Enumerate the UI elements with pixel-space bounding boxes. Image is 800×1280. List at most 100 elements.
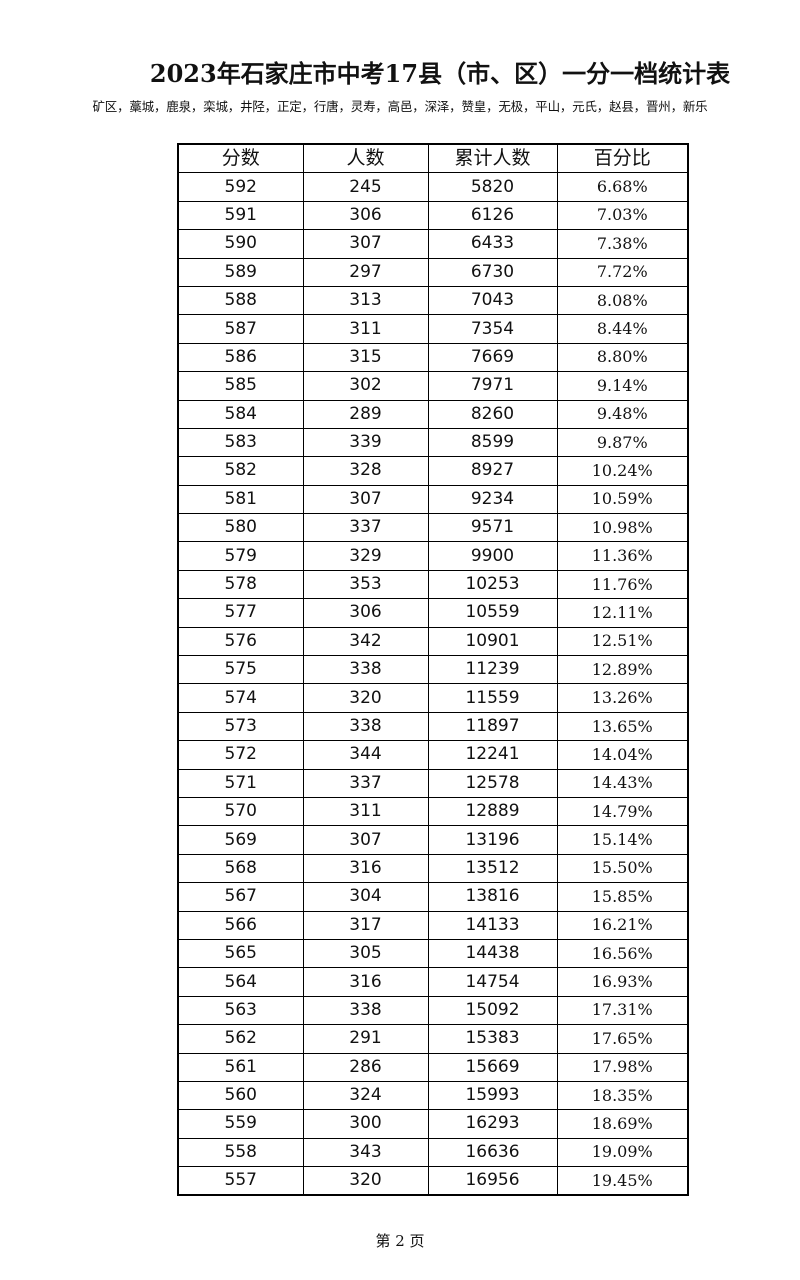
table-cell: 13512 [427, 853, 558, 884]
table-cell: 10253 [427, 569, 558, 600]
table-cell: 574 [177, 683, 304, 713]
table-row: 571 337 12578 14.43% [177, 768, 689, 798]
table-cell: 337 [302, 513, 429, 543]
table-cell: 557 [177, 1166, 304, 1196]
subtitle: 矿区，藁城，鹿泉，栾城，井陉，正定，行唐，灵寿，高邑，深泽，赞皇，无极，平山，元… [92, 99, 708, 114]
table-cell: 568 [177, 853, 304, 884]
table-cell: 305 [302, 938, 429, 969]
table-cell: 9.87% [556, 427, 689, 458]
table-cell: 592 [177, 172, 304, 202]
table-cell: 300 [302, 1109, 429, 1139]
table-cell: 306 [302, 598, 429, 628]
table-row: 572 344 12241 14.04% [177, 740, 689, 770]
table-cell: 15.14% [556, 825, 689, 855]
table-cell: 315 [302, 342, 429, 373]
table-cell: 316 [302, 853, 429, 884]
table-row: 588 313 7043 8.08% [177, 285, 689, 316]
table-cell: 580 [177, 513, 304, 543]
table-cell: 576 [177, 626, 304, 657]
column-header: 分数 [177, 143, 304, 174]
table-cell: 579 [177, 541, 304, 571]
table-cell: 6.68% [556, 172, 689, 202]
table-row: 590 307 6433 7.38% [177, 229, 689, 259]
table-cell: 7043 [427, 285, 558, 316]
table-cell: 8.44% [556, 314, 689, 344]
table-row: 561 286 15669 17.98% [177, 1052, 689, 1082]
table-row: 570 311 12889 14.79% [177, 796, 689, 827]
table-cell: 569 [177, 825, 304, 855]
table-cell: 561 [177, 1052, 304, 1082]
table-cell: 15383 [427, 1024, 558, 1054]
table-cell: 317 [302, 910, 429, 940]
table-cell: 570 [177, 796, 304, 827]
table-cell: 18.69% [556, 1109, 689, 1139]
table-cell: 17.65% [556, 1024, 689, 1054]
table-row: 587 311 7354 8.44% [177, 314, 689, 344]
table-row: 591 306 6126 7.03% [177, 200, 689, 231]
table-cell: 302 [302, 371, 429, 401]
table-cell: 10559 [427, 598, 558, 628]
table-cell: 8599 [427, 427, 558, 458]
table-cell: 320 [302, 683, 429, 713]
table-row: 579 329 9900 11.36% [177, 541, 689, 571]
table-cell: 7.38% [556, 229, 689, 259]
table-row: 581 307 9234 10.59% [177, 484, 689, 515]
table-cell: 338 [302, 655, 429, 685]
table-row: 580 337 9571 10.98% [177, 513, 689, 543]
table-cell: 313 [302, 285, 429, 316]
table-cell: 587 [177, 314, 304, 344]
table-cell: 12889 [427, 796, 558, 827]
table-cell: 565 [177, 938, 304, 969]
table-cell: 589 [177, 257, 304, 287]
table-cell: 16956 [427, 1166, 558, 1196]
table-cell: 10901 [427, 626, 558, 657]
table-cell: 338 [302, 995, 429, 1026]
table-cell: 353 [302, 569, 429, 600]
table-cell: 16.93% [556, 967, 689, 997]
table-cell: 12241 [427, 740, 558, 770]
table-row: 565 305 14438 16.56% [177, 938, 689, 969]
table-cell: 8.08% [556, 285, 689, 316]
column-header: 人数 [302, 143, 429, 174]
table-cell: 13.26% [556, 683, 689, 713]
table-row: 577 306 10559 12.11% [177, 598, 689, 628]
table-cell: 581 [177, 484, 304, 515]
table-row: 585 302 7971 9.14% [177, 371, 689, 401]
table-row: 576 342 10901 12.51% [177, 626, 689, 657]
score-table: 分数 人数 累计人数 百分比 592 245 5820 6.68% 591 306 6126 7.0… [177, 143, 689, 1197]
table-cell: 9900 [427, 541, 558, 571]
table-cell: 10.24% [556, 456, 689, 486]
table-cell: 11897 [427, 711, 558, 742]
table-row: 558 343 16636 19.09% [177, 1137, 689, 1168]
table-cell: 7.72% [556, 257, 689, 287]
table-cell: 8.80% [556, 342, 689, 373]
table-row: 566 317 14133 16.21% [177, 910, 689, 940]
table-cell: 14133 [427, 910, 558, 940]
table-cell: 306 [302, 200, 429, 231]
table-cell: 9234 [427, 484, 558, 515]
table-cell: 9571 [427, 513, 558, 543]
table-row: 584 289 8260 9.48% [177, 399, 689, 429]
table-cell: 7.03% [556, 200, 689, 231]
table-cell: 566 [177, 910, 304, 940]
table-cell: 8927 [427, 456, 558, 486]
table-cell: 16.21% [556, 910, 689, 940]
table-cell: 316 [302, 967, 429, 997]
table-cell: 558 [177, 1137, 304, 1168]
table-cell: 11.36% [556, 541, 689, 571]
table-cell: 329 [302, 541, 429, 571]
table-cell: 16636 [427, 1137, 558, 1168]
table-cell: 19.45% [556, 1166, 689, 1196]
table-cell: 591 [177, 200, 304, 231]
table-cell: 562 [177, 1024, 304, 1054]
table-row: 578 353 10253 11.76% [177, 569, 689, 600]
table-cell: 324 [302, 1080, 429, 1111]
table-row: 564 316 14754 16.93% [177, 967, 689, 997]
table-cell: 297 [302, 257, 429, 287]
table-cell: 344 [302, 740, 429, 770]
table-cell: 286 [302, 1052, 429, 1082]
table-cell: 13196 [427, 825, 558, 855]
table-cell: 15669 [427, 1052, 558, 1082]
table-cell: 585 [177, 371, 304, 401]
table-cell: 572 [177, 740, 304, 770]
